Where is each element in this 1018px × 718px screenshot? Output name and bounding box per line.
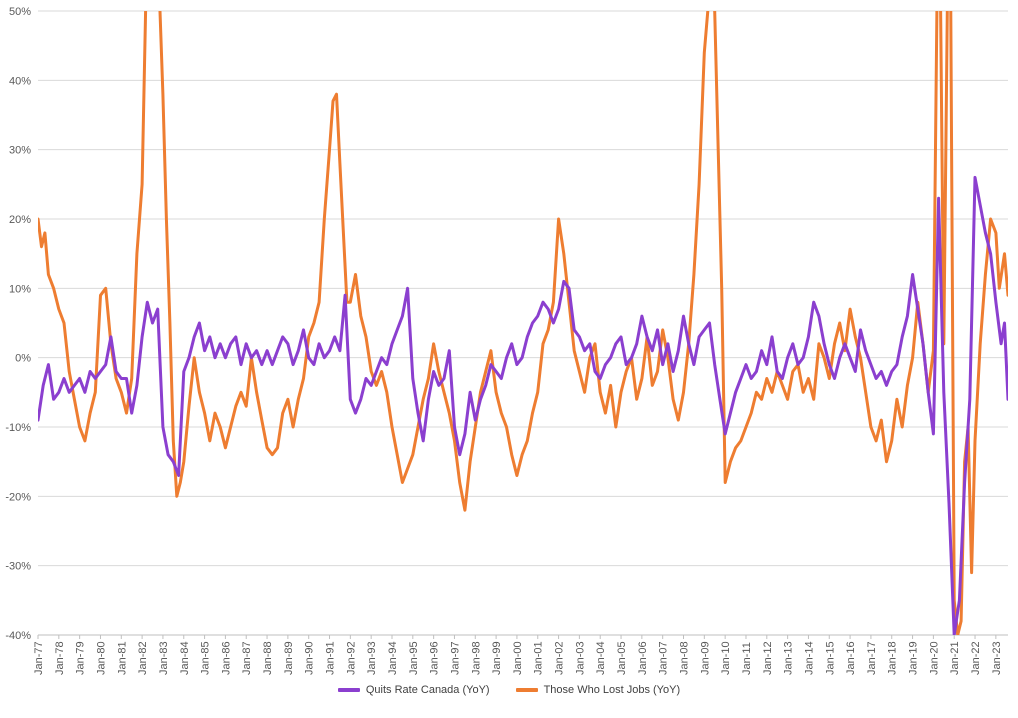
x-tick-label: Jan-98 [470, 641, 482, 675]
x-tick-label: Jan-94 [387, 641, 399, 675]
x-tick-label: Jan-20 [928, 641, 940, 675]
x-tick-label: Jan-92 [345, 641, 357, 675]
x-tick-label: Jan-10 [720, 641, 732, 675]
x-tick-label: Jan-23 [991, 641, 1003, 675]
legend-label-lost-jobs: Those Who Lost Jobs (YoY) [543, 684, 681, 696]
y-tick-label: 0% [15, 353, 31, 365]
legend-swatch-quits [337, 688, 360, 692]
x-tick-label: Jan-85 [200, 641, 212, 675]
y-tick-label: 30% [9, 145, 31, 157]
x-tick-label: Jan-80 [95, 641, 107, 675]
x-tick-label: Jan-03 [574, 641, 586, 675]
x-tick-label: Jan-11 [741, 642, 753, 675]
x-tick-label: Jan-79 [75, 641, 87, 675]
y-tick-label: 20% [9, 214, 31, 226]
y-tick-label: -40% [5, 630, 31, 642]
x-tick-label: Jan-22 [970, 641, 982, 675]
x-tick-label: Jan-13 [783, 641, 795, 675]
x-tick-label: Jan-15 [824, 641, 836, 675]
legend: Quits Rate Canada (YoY) Those Who Lost J… [0, 684, 1018, 696]
y-tick-labels: 50% 40% 30% 20% 10% 0% -10% -20% -30% -40% [5, 6, 31, 642]
x-tick-label: Jan-21 [949, 641, 961, 675]
x-tick-label: Jan-88 [262, 641, 274, 675]
x-tick-label: Jan-04 [595, 641, 607, 675]
x-tick-label: Jan-09 [699, 641, 711, 675]
x-tick-label: Jan-08 [679, 641, 691, 675]
x-tick-label: Jan-16 [845, 641, 857, 675]
x-tick-label: Jan-00 [512, 641, 524, 675]
x-tick-label: Jan-99 [491, 641, 503, 675]
legend-label-quits: Quits Rate Canada (YoY) [365, 684, 490, 696]
series-lines [38, 11, 1008, 635]
x-tick-label: Jan-83 [158, 641, 170, 675]
legend-item-quits[interactable]: Quits Rate Canada (YoY) [337, 684, 490, 696]
x-tick-label: Jan-07 [658, 641, 670, 675]
legend-item-lost-jobs[interactable]: Those Who Lost Jobs (YoY) [515, 684, 681, 696]
legend-swatch-lost-jobs [515, 688, 538, 692]
y-tick-label: 40% [9, 75, 31, 87]
x-tick-label: Jan-02 [554, 641, 566, 675]
x-tick-label: Jan-06 [637, 641, 649, 675]
x-tick-label: Jan-90 [304, 641, 316, 675]
y-tick-label: -30% [5, 561, 31, 573]
x-tick-label: Jan-93 [366, 641, 378, 675]
x-tick-label: Jan-01 [533, 641, 545, 675]
x-tick-label: Jan-18 [887, 641, 899, 675]
x-tick-label: Jan-96 [429, 641, 441, 675]
series-line-0 [38, 175, 1008, 635]
x-tick-label: Jan-97 [449, 641, 461, 675]
x-tick-label: Jan-84 [179, 641, 191, 675]
x-tick-label: Jan-87 [241, 641, 253, 675]
x-tick-label: Jan-89 [283, 641, 295, 675]
series-line-1 [38, 11, 1008, 635]
x-tick-label: Jan-77 [33, 641, 45, 675]
x-tick-label: Jan-86 [220, 641, 232, 675]
y-tick-label: 50% [9, 6, 31, 18]
x-tick-label: Jan-91 [325, 641, 337, 675]
x-tick-label: Jan-14 [803, 641, 815, 675]
x-tick-label: Jan-05 [616, 641, 628, 675]
x-tick-label: Jan-19 [908, 641, 920, 675]
y-tick-label: -10% [5, 422, 31, 434]
gridlines [38, 10, 1008, 636]
y-tick-label: -20% [5, 491, 31, 503]
x-tick-label: Jan-78 [54, 641, 66, 675]
x-tick-label: Jan-82 [137, 641, 149, 675]
axes [37, 634, 1008, 639]
x-tick-label: Jan-12 [762, 641, 774, 675]
y-tick-label: 10% [9, 283, 31, 295]
x-tick-labels: Jan-77 Jan-78 Jan-79 Jan-80 Jan-81 Jan-82 Jan-… [33, 641, 1003, 675]
x-tick-label: Jan-81 [116, 641, 128, 675]
x-tick-label: Jan-17 [866, 641, 878, 675]
x-tick-label: Jan-95 [408, 641, 420, 675]
